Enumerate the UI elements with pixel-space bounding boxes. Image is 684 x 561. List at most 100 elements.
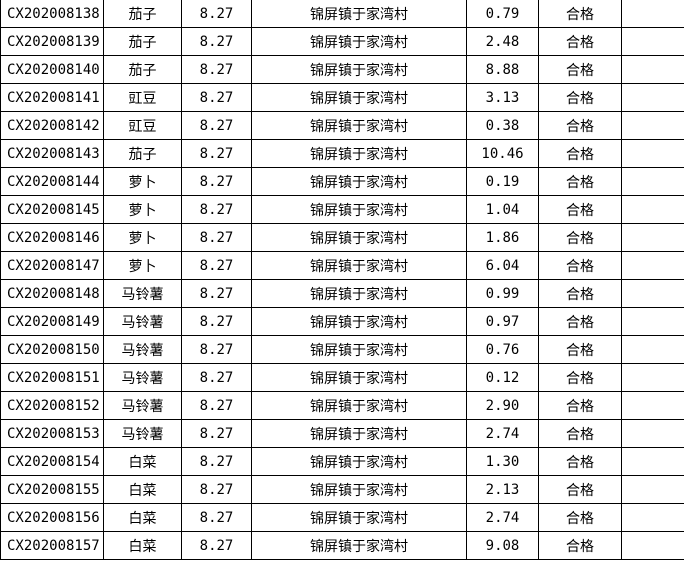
cell-place: 锦屏镇于家湾村 xyxy=(251,447,467,476)
cell-result: 合格 xyxy=(538,251,622,280)
cell-name: 马铃薯 xyxy=(103,335,182,364)
cell-place: 锦屏镇于家湾村 xyxy=(251,83,467,112)
cell-result: 合格 xyxy=(538,475,622,504)
cell-result: 合格 xyxy=(538,279,622,308)
table-row: CX202008148 马铃薯 8.27 锦屏镇于家湾村 0.99 合格 xyxy=(0,279,684,308)
cell-id: CX202008145 xyxy=(0,195,104,224)
cell-empty xyxy=(621,195,684,224)
cell-result: 合格 xyxy=(538,83,622,112)
cell-name: 马铃薯 xyxy=(103,391,182,420)
cell-id: CX202008147 xyxy=(0,251,104,280)
cell-date: 8.27 xyxy=(181,531,252,560)
cell-empty xyxy=(621,0,684,28)
table-row: CX202008138 茄子 8.27 锦屏镇于家湾村 0.79 合格 xyxy=(0,0,684,28)
cell-place: 锦屏镇于家湾村 xyxy=(251,335,467,364)
cell-date: 8.27 xyxy=(181,251,252,280)
cell-id: CX202008148 xyxy=(0,279,104,308)
cell-place: 锦屏镇于家湾村 xyxy=(251,279,467,308)
cell-result: 合格 xyxy=(538,195,622,224)
cell-empty xyxy=(621,223,684,252)
cell-value: 2.74 xyxy=(466,419,539,448)
cell-result: 合格 xyxy=(538,335,622,364)
cell-empty xyxy=(621,55,684,84)
table-row: CX202008151 马铃薯 8.27 锦屏镇于家湾村 0.12 合格 xyxy=(0,363,684,392)
cell-result: 合格 xyxy=(538,223,622,252)
cell-date: 8.27 xyxy=(181,307,252,336)
cell-empty xyxy=(621,531,684,560)
cell-place: 锦屏镇于家湾村 xyxy=(251,391,467,420)
table-row: CX202008140 茄子 8.27 锦屏镇于家湾村 8.88 合格 xyxy=(0,55,684,84)
cell-value: 3.13 xyxy=(466,83,539,112)
cell-id: CX202008154 xyxy=(0,447,104,476)
cell-name: 白菜 xyxy=(103,531,182,560)
cell-empty xyxy=(621,279,684,308)
cell-empty xyxy=(621,111,684,140)
cell-date: 8.27 xyxy=(181,27,252,56)
cell-place: 锦屏镇于家湾村 xyxy=(251,27,467,56)
cell-date: 8.27 xyxy=(181,419,252,448)
cell-date: 8.27 xyxy=(181,83,252,112)
cell-id: CX202008143 xyxy=(0,139,104,168)
cell-value: 0.12 xyxy=(466,363,539,392)
cell-date: 8.27 xyxy=(181,475,252,504)
cell-id: CX202008142 xyxy=(0,111,104,140)
table-row: CX202008149 马铃薯 8.27 锦屏镇于家湾村 0.97 合格 xyxy=(0,307,684,336)
cell-id: CX202008149 xyxy=(0,307,104,336)
cell-name: 白菜 xyxy=(103,503,182,532)
cell-id: CX202008150 xyxy=(0,335,104,364)
cell-empty xyxy=(621,83,684,112)
cell-name: 萝卜 xyxy=(103,251,182,280)
cell-id: CX202008153 xyxy=(0,419,104,448)
cell-value: 10.46 xyxy=(466,139,539,168)
cell-value: 0.99 xyxy=(466,279,539,308)
cell-value: 1.30 xyxy=(466,447,539,476)
cell-value: 0.19 xyxy=(466,167,539,196)
cell-name: 茄子 xyxy=(103,27,182,56)
cell-name: 白菜 xyxy=(103,475,182,504)
cell-value: 8.88 xyxy=(466,55,539,84)
cell-empty xyxy=(621,363,684,392)
cell-empty xyxy=(621,475,684,504)
cell-place: 锦屏镇于家湾村 xyxy=(251,111,467,140)
cell-id: CX202008141 xyxy=(0,83,104,112)
cell-date: 8.27 xyxy=(181,447,252,476)
cell-result: 合格 xyxy=(538,391,622,420)
cell-date: 8.27 xyxy=(181,167,252,196)
cell-id: CX202008157 xyxy=(0,531,104,560)
table-row: CX202008141 豇豆 8.27 锦屏镇于家湾村 3.13 合格 xyxy=(0,83,684,112)
cell-name: 豇豆 xyxy=(103,83,182,112)
cell-name: 茄子 xyxy=(103,55,182,84)
cell-name: 茄子 xyxy=(103,139,182,168)
cell-value: 0.97 xyxy=(466,307,539,336)
cell-result: 合格 xyxy=(538,531,622,560)
cell-value: 0.76 xyxy=(466,335,539,364)
cell-date: 8.27 xyxy=(181,335,252,364)
table-row: CX202008150 马铃薯 8.27 锦屏镇于家湾村 0.76 合格 xyxy=(0,335,684,364)
cell-result: 合格 xyxy=(538,167,622,196)
cell-value: 6.04 xyxy=(466,251,539,280)
cell-value: 0.79 xyxy=(466,0,539,28)
cell-empty xyxy=(621,419,684,448)
cell-place: 锦屏镇于家湾村 xyxy=(251,363,467,392)
cell-place: 锦屏镇于家湾村 xyxy=(251,167,467,196)
cell-result: 合格 xyxy=(538,307,622,336)
cell-result: 合格 xyxy=(538,0,622,28)
cell-name: 马铃薯 xyxy=(103,279,182,308)
cell-id: CX202008146 xyxy=(0,223,104,252)
cell-result: 合格 xyxy=(538,139,622,168)
cell-place: 锦屏镇于家湾村 xyxy=(251,251,467,280)
cell-result: 合格 xyxy=(538,363,622,392)
cell-place: 锦屏镇于家湾村 xyxy=(251,55,467,84)
table-row: CX202008153 马铃薯 8.27 锦屏镇于家湾村 2.74 合格 xyxy=(0,419,684,448)
cell-date: 8.27 xyxy=(181,279,252,308)
table-row: CX202008142 豇豆 8.27 锦屏镇于家湾村 0.38 合格 xyxy=(0,111,684,140)
cell-name: 茄子 xyxy=(103,0,182,28)
cell-empty xyxy=(621,167,684,196)
cell-value: 2.13 xyxy=(466,475,539,504)
cell-date: 8.27 xyxy=(181,0,252,28)
cell-place: 锦屏镇于家湾村 xyxy=(251,0,467,28)
table-row: CX202008157 白菜 8.27 锦屏镇于家湾村 9.08 合格 xyxy=(0,531,684,560)
cell-empty xyxy=(621,447,684,476)
cell-id: CX202008140 xyxy=(0,55,104,84)
cell-id: CX202008156 xyxy=(0,503,104,532)
